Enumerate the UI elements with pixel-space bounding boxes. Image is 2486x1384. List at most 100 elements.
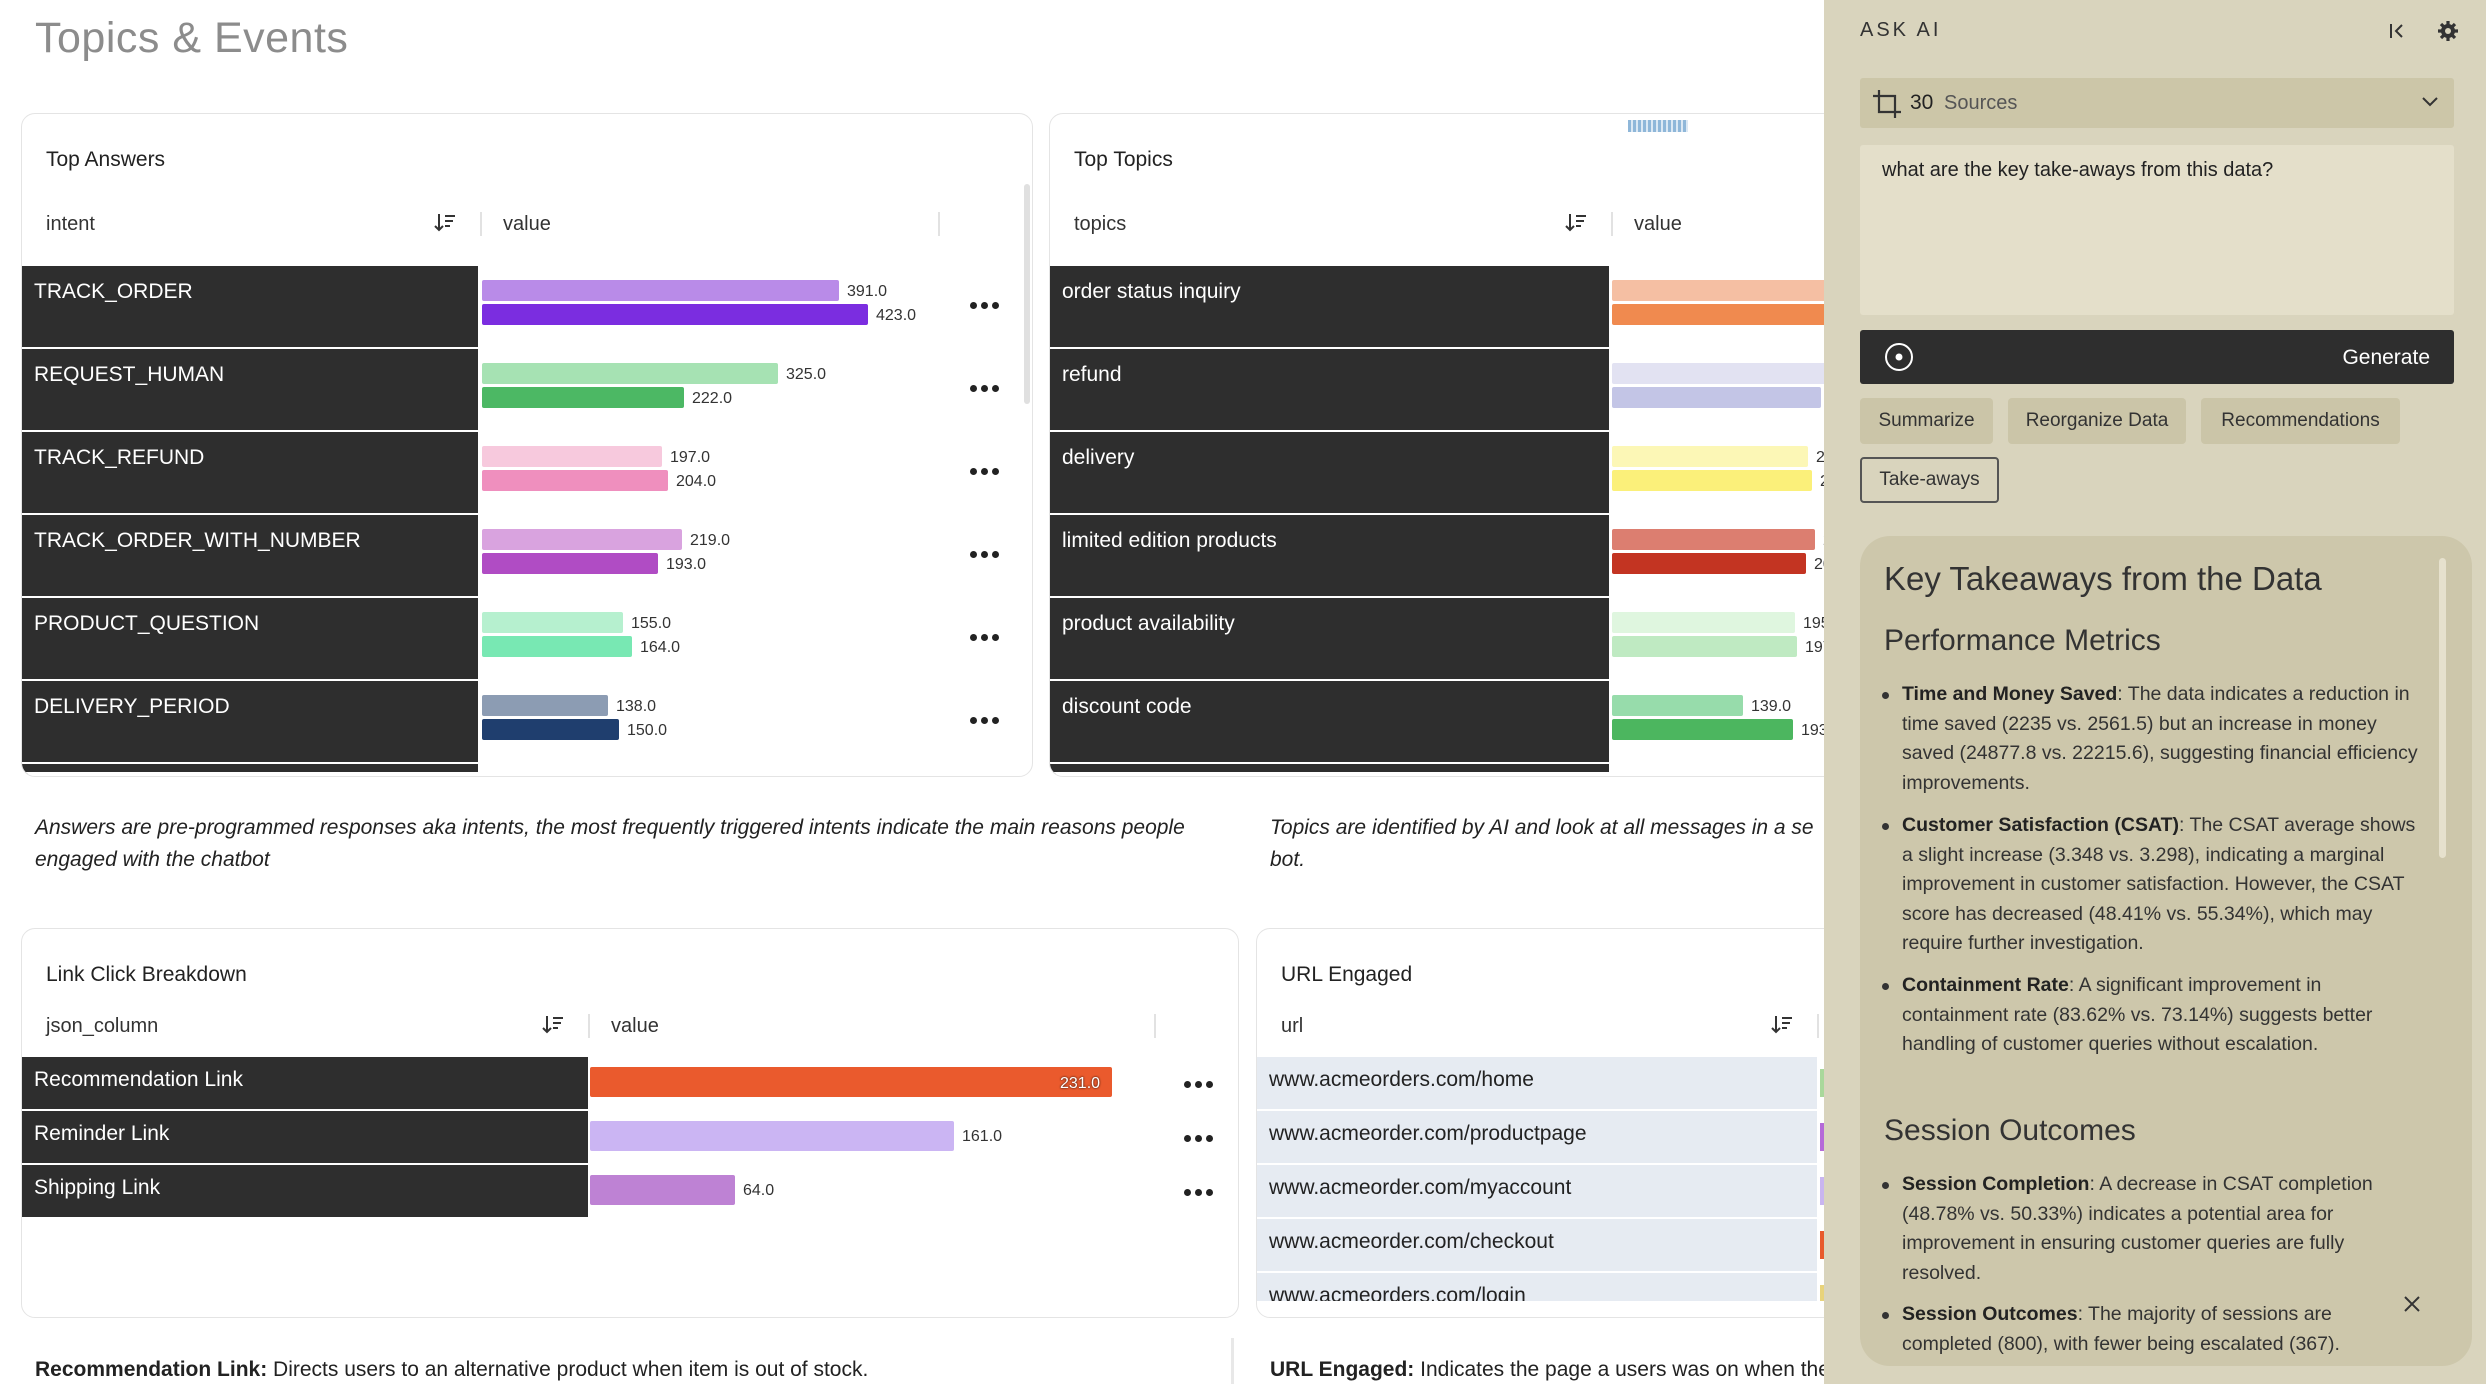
table-cell-label[interactable]: PRODUCT_QUESTION (22, 598, 478, 681)
gear-icon[interactable] (2436, 19, 2460, 43)
bar-value[interactable] (1820, 1123, 1826, 1151)
bar-value-label: 193.0 (666, 556, 707, 573)
more-options-button[interactable] (970, 381, 1000, 395)
table-cell-label[interactable]: TRACK_ORDER_WITH_NUMBER (22, 515, 478, 598)
prompt-input[interactable]: what are the key take-aways from this da… (1860, 145, 2454, 315)
table-cell-label[interactable]: DELIVERY_PERIOD (22, 681, 478, 764)
bar-series-b[interactable] (1612, 636, 1797, 657)
bar-series-a[interactable] (482, 695, 608, 716)
bar-series-a[interactable] (1612, 363, 1848, 384)
column-divider (588, 1014, 590, 1038)
bar-series-b[interactable] (482, 636, 632, 657)
bar-value[interactable] (590, 1121, 954, 1151)
table-cell-label[interactable]: Recommendation Link (22, 1057, 588, 1111)
drag-handle[interactable] (1628, 120, 1688, 132)
table-cell-url[interactable]: www.acmeorder.com/checkout (1257, 1219, 1817, 1273)
bar-series-b[interactable] (1612, 719, 1793, 740)
table-cell-url[interactable]: www.acmeorders.com/login (1257, 1273, 1817, 1301)
bar-series-b[interactable] (482, 719, 619, 740)
bar-series-a[interactable] (1612, 280, 1848, 301)
bar-value-label: 161.0 (962, 1128, 1003, 1145)
table-cell-label[interactable]: TRACK_ORDER (22, 266, 478, 349)
table-cell-url[interactable]: www.acmeorder.com/productpage (1257, 1111, 1817, 1165)
more-options-button[interactable] (970, 713, 1000, 727)
table-cell-label[interactable]: order status inquiry (1050, 266, 1609, 349)
more-options-button[interactable] (970, 547, 1000, 561)
collapse-panel-icon[interactable] (2386, 20, 2408, 42)
bar-series-a[interactable] (482, 529, 682, 550)
dot (970, 302, 977, 309)
dot (1195, 1135, 1202, 1142)
table-cell-label[interactable]: delivery (1050, 432, 1609, 515)
sort-icon[interactable] (542, 1014, 564, 1036)
sort-icon[interactable] (1771, 1014, 1793, 1036)
note-text: Indicates the page a users was on when t… (1414, 1358, 1841, 1381)
bar-series-a[interactable] (1612, 529, 1815, 550)
more-options-button[interactable] (970, 298, 1000, 312)
table-cell-label[interactable]: Shipping Link (22, 1165, 588, 1219)
bar-series-a[interactable] (1612, 446, 1808, 467)
bar-series-b[interactable] (482, 470, 668, 491)
bar-value[interactable] (590, 1067, 1112, 1097)
top-answers-card: Top Answers intent value TRACK_ORDER 391.… (21, 113, 1033, 777)
bar-series-a[interactable] (482, 363, 778, 384)
chip-summarize[interactable]: Summarize (1860, 398, 1993, 444)
record-icon[interactable] (1884, 342, 1914, 372)
chip-reorganize-data[interactable]: Reorganize Data (2008, 398, 2186, 444)
bar-series-b[interactable] (482, 304, 868, 325)
bullet-term: Customer Satisfaction (CSAT) (1902, 814, 2179, 836)
table-cell-label[interactable]: product availability (1050, 598, 1609, 681)
bar-series-a[interactable] (482, 280, 839, 301)
page-title: Topics & Events (35, 14, 349, 62)
bar-series-b[interactable] (1612, 387, 1821, 408)
bar-series-b[interactable] (482, 553, 658, 574)
sort-icon[interactable] (434, 212, 456, 234)
more-options-button[interactable] (1184, 1185, 1214, 1199)
table-cell-label[interactable]: discount code (1050, 681, 1609, 764)
bar-series-a[interactable] (1612, 612, 1795, 633)
table-cell-label[interactable]: limited edition products (1050, 515, 1609, 598)
more-options-button[interactable] (1184, 1077, 1214, 1091)
more-options-button[interactable] (1184, 1131, 1214, 1145)
generate-button[interactable]: Generate (2342, 346, 2430, 369)
table-cell-label[interactable]: Reminder Link (22, 1111, 588, 1165)
sources-selector[interactable]: 30 Sources (1860, 78, 2454, 128)
sort-icon[interactable] (1565, 212, 1587, 234)
bar-series-b[interactable] (1612, 553, 1806, 574)
table-scrollbar[interactable] (1024, 184, 1030, 404)
chip-take-aways[interactable]: Take-aways (1860, 457, 1999, 503)
bar-series-b[interactable] (1612, 470, 1812, 491)
bar-series-b[interactable] (1612, 304, 1848, 325)
bar-series-b[interactable] (482, 387, 684, 408)
section-heading: Session Outcomes (1884, 1114, 2136, 1147)
chip-recommendations[interactable]: Recommendations (2201, 398, 2400, 444)
bullet-term: Containment Rate (1902, 974, 2069, 996)
bar-series-a[interactable] (482, 612, 623, 633)
more-options-button[interactable] (970, 630, 1000, 644)
table-cell-url[interactable]: www.acmeorder.com/myaccount (1257, 1165, 1817, 1219)
bar-value[interactable] (590, 1175, 735, 1205)
section-heading: Performance Metrics (1884, 624, 2161, 657)
bar-value[interactable] (1820, 1231, 1826, 1259)
dot (1206, 1135, 1213, 1142)
column-header-intent: intent (46, 213, 95, 235)
bar-value[interactable] (1820, 1285, 1826, 1301)
bar-value[interactable] (1820, 1069, 1826, 1097)
more-options-button[interactable] (970, 464, 1000, 478)
column-divider (1154, 1014, 1156, 1038)
topics-caption: Topics are identified by AI and look at … (1270, 816, 1814, 871)
card-title: Link Click Breakdown (46, 963, 247, 986)
answer-scrollbar[interactable] (2439, 558, 2446, 858)
bar-series-a[interactable] (482, 446, 662, 467)
bar-series-a[interactable] (1612, 695, 1743, 716)
table-cell-url[interactable]: www.acmeorders.com/home (1257, 1057, 1817, 1111)
bar-value[interactable] (1820, 1177, 1826, 1205)
table-cell-label[interactable]: refund (1050, 349, 1609, 432)
close-icon[interactable] (2400, 1292, 2424, 1316)
dot (992, 468, 999, 475)
bar-value-label: 64.0 (743, 1182, 775, 1199)
table-cell-label[interactable]: TRACK_REFUND (22, 432, 478, 515)
table-cell-label[interactable]: REQUEST_HUMAN (22, 349, 478, 432)
answer-bullet: Time and Money Saved: The data indicates… (1882, 680, 2422, 798)
bar-value-label: 231.0 (1060, 1075, 1101, 1092)
